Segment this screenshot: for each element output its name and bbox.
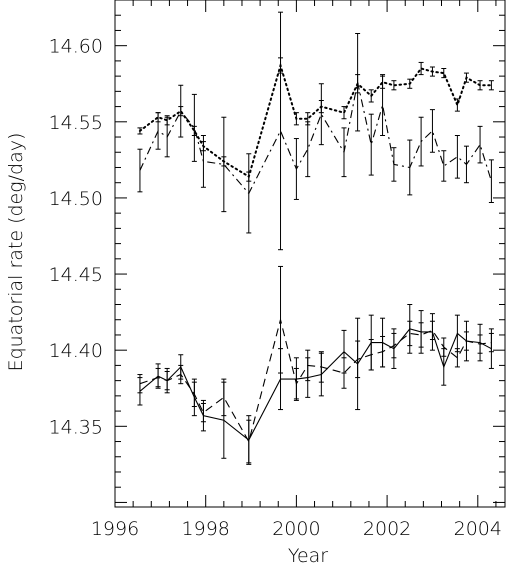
series-dashed <box>137 265 494 464</box>
y-tick-label: 14.40 <box>49 340 103 362</box>
series-line-dashed <box>139 319 492 443</box>
y-tick-label: 14.60 <box>49 36 103 58</box>
x-tick-label: 2002 <box>363 518 411 540</box>
series-line-solid <box>139 328 492 441</box>
series-dotted <box>137 57 494 182</box>
y-tick-label: 14.55 <box>49 112 103 134</box>
axis-tick-labels: 1996 1998 2000 2002 2004 14.35 14.40 14.45 14.50… <box>49 36 502 540</box>
x-tick-label: 1998 <box>182 518 230 540</box>
x-tick-label: 2004 <box>454 518 502 540</box>
y-tick-label: 14.35 <box>49 416 103 438</box>
y-tick-label: 14.50 <box>49 188 103 210</box>
series-layer <box>137 11 494 465</box>
x-tick-label: 1996 <box>91 518 139 540</box>
plot-frame <box>114 0 506 508</box>
series-dash-dot <box>137 11 494 251</box>
x-tick-label: 2000 <box>272 518 320 540</box>
series-solid <box>137 304 494 465</box>
series-line-dotted <box>138 61 493 179</box>
y-tick-label: 14.45 <box>49 264 103 286</box>
series-line-dash-dot <box>139 82 492 195</box>
axis-ticks <box>114 0 505 507</box>
x-axis-title: Year <box>288 545 328 567</box>
y-axis-title: Equatorial rate (deg/day) <box>5 133 27 372</box>
